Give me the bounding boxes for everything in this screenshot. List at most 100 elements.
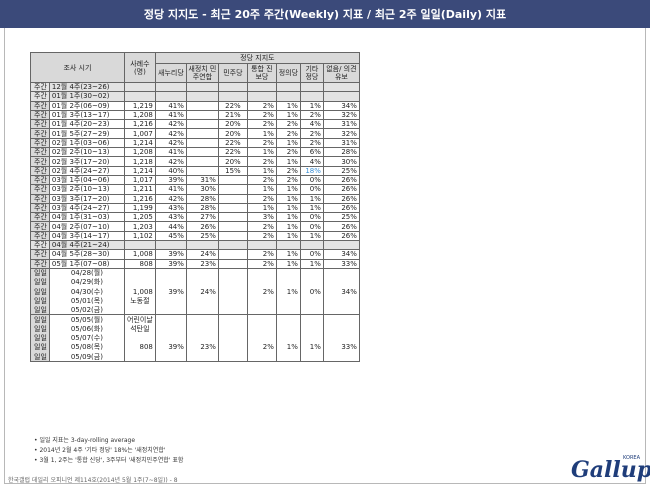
value-cell: 22%	[217, 137, 248, 149]
row-type: 일일	[30, 296, 50, 306]
row-period: 01월 2주(06~09)	[48, 100, 125, 111]
row-type: 일일	[30, 267, 50, 278]
samples-cell: 1,203	[123, 221, 156, 232]
row-period: 04월 3주(14~17)	[48, 230, 125, 242]
value-cell	[217, 258, 248, 269]
value-cell	[217, 91, 248, 102]
value-cell	[275, 296, 301, 306]
samples-cell: 1,216	[123, 119, 156, 130]
value-cell: 39%	[154, 174, 187, 186]
header-party: 민주당	[217, 63, 248, 83]
value-cell: 41%	[154, 184, 187, 195]
value-cell	[185, 240, 219, 251]
value-cell	[275, 305, 301, 316]
value-cell: 26%	[322, 174, 360, 186]
value-cell	[154, 296, 187, 306]
value-cell	[322, 81, 360, 93]
value-cell	[154, 305, 187, 316]
row-type: 주간	[30, 137, 50, 149]
header-party: 새누리당	[154, 63, 187, 83]
value-cell	[275, 81, 301, 93]
row-type: 일일	[30, 314, 50, 325]
value-cell: 1%	[299, 100, 324, 111]
value-cell	[275, 324, 301, 334]
table-row: 일일 04/28(월)	[30, 267, 360, 278]
logo-sub: KOREA	[623, 455, 640, 461]
value-cell: 32%	[322, 109, 360, 121]
value-cell: 23%	[185, 342, 219, 353]
value-cell: 1%	[275, 156, 301, 167]
value-cell: 34%	[322, 287, 360, 297]
table-row: 주간 03월 3주(17~20) 1,216 42% 28% 2% 1% 1% 26%	[30, 193, 360, 204]
value-cell	[299, 296, 324, 306]
value-cell: 24%	[185, 249, 219, 260]
value-cell	[185, 352, 219, 362]
row-type: 주간	[30, 221, 50, 232]
samples-cell	[123, 305, 156, 316]
value-cell: 28%	[185, 202, 219, 214]
logo-text: Gallup	[571, 457, 650, 483]
table-row: 주간 04월 5주(28~30) 1,008 39% 24% 2% 1% 0% 34%	[30, 249, 360, 260]
footnote: • 일일 지표는 3-day-rolling average	[34, 437, 136, 444]
value-cell	[217, 240, 248, 251]
value-cell: 2%	[246, 230, 277, 242]
row-period: 03월 4주(24~27)	[48, 202, 125, 214]
samples-cell: 1,216	[123, 193, 156, 204]
value-cell: 2%	[246, 193, 277, 204]
value-cell	[322, 324, 360, 334]
samples-cell: 석탄일	[123, 324, 156, 334]
value-cell: 1%	[275, 137, 301, 149]
value-cell: 20%	[217, 156, 248, 167]
value-cell: 1%	[275, 287, 301, 297]
value-cell: 21%	[217, 109, 248, 121]
value-cell: 26%	[322, 221, 360, 232]
row-period: 01월 5주(27~29)	[48, 128, 125, 139]
row-period: 01월 4주(20~23)	[48, 119, 125, 130]
value-cell: 1%	[246, 128, 277, 139]
value-cell: 15%	[217, 165, 248, 176]
value-cell: 1%	[246, 165, 277, 176]
table-row: 일일 05/02(금)	[30, 305, 360, 316]
value-cell	[246, 277, 277, 288]
value-cell: 32%	[322, 128, 360, 139]
table-row: 주간 04월 4주(21~24)	[30, 240, 360, 251]
row-period: 05/02(금)	[48, 305, 125, 316]
value-cell	[275, 352, 301, 362]
value-cell	[246, 314, 277, 325]
header-party: 기타 정당	[299, 63, 324, 83]
value-cell: 2%	[275, 147, 301, 158]
value-cell: 0%	[299, 249, 324, 260]
value-cell	[154, 314, 187, 325]
value-cell	[217, 230, 248, 242]
value-cell	[246, 296, 277, 306]
value-cell: 0%	[299, 212, 324, 223]
value-cell	[299, 91, 324, 102]
table-row: 주간 01월 3주(13~17) 1,208 41% 21% 2% 1% 2% 32%	[30, 109, 360, 121]
value-cell: 31%	[322, 137, 360, 149]
value-cell: 39%	[154, 258, 187, 269]
value-cell	[299, 240, 324, 251]
value-cell	[217, 267, 248, 278]
samples-cell: 808	[123, 258, 156, 269]
table-row: 주간 02월 3주(17~20) 1,218 42% 20% 2% 1% 4% 30%	[30, 156, 360, 167]
value-cell: 42%	[154, 137, 187, 149]
value-cell	[322, 333, 360, 343]
value-cell: 42%	[154, 193, 187, 204]
row-period: 02월 1주(03~06)	[48, 137, 125, 149]
value-cell	[246, 91, 277, 102]
table-row: 주간 01월 5주(27~29) 1,007 42% 20% 1% 2% 2% 32%	[30, 128, 360, 139]
samples-cell: 1,205	[123, 212, 156, 223]
row-type: 주간	[30, 81, 50, 93]
value-cell: 1%	[299, 202, 324, 214]
value-cell	[299, 305, 324, 316]
value-cell	[185, 137, 219, 149]
value-cell	[185, 109, 219, 121]
samples-cell	[123, 333, 156, 343]
party-support-table: 조사 시기 사례수 (명) 정당 지지도 새누리당 새정치 민주연합 민주당 통합 진…	[30, 52, 360, 362]
footnote: • 3월 1, 2주는 '통합 신당', 3주부터 '새정치민주연합' 표함	[34, 457, 184, 464]
value-cell: 41%	[154, 109, 187, 121]
value-cell: 2%	[275, 174, 301, 186]
table-row: 주간 03월 4주(24~27) 1,199 43% 28% 1% 1% 1% 26%	[30, 202, 360, 214]
row-type: 일일	[30, 342, 50, 353]
value-cell: 31%	[322, 119, 360, 130]
